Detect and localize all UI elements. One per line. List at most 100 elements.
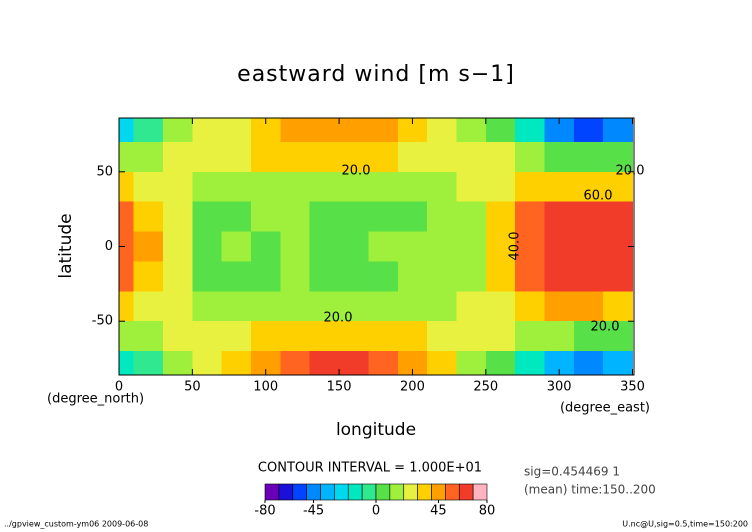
field-cell <box>573 291 604 322</box>
field-cell <box>603 261 634 292</box>
field-cell <box>544 201 575 233</box>
field-cell <box>544 261 575 292</box>
field-cell <box>309 141 340 173</box>
field-cell <box>251 321 281 352</box>
field-cell <box>603 118 634 143</box>
field-cell <box>603 141 634 173</box>
colorbar: -80 -45 0 45 80 <box>254 483 496 519</box>
field-cell <box>192 141 223 173</box>
field-cell <box>192 351 223 375</box>
field-cell <box>192 201 223 233</box>
field-cell <box>251 171 281 203</box>
colorbar-swatch <box>389 483 405 501</box>
field-cell <box>251 141 281 173</box>
field-cell <box>515 171 545 203</box>
chart-title: eastward wind [m s−1] <box>237 62 515 87</box>
field-cell <box>309 321 340 352</box>
field-cell <box>485 261 516 292</box>
field-cell <box>192 291 223 322</box>
field-cell <box>397 171 428 203</box>
field-cell <box>163 201 193 233</box>
field-cell <box>119 141 135 173</box>
field-cell <box>485 321 516 352</box>
field-cell <box>515 141 545 173</box>
field-cell <box>163 291 193 322</box>
field-cell <box>515 291 545 322</box>
colorbar-tick-label: 80 <box>479 504 496 519</box>
x-tick-label: 0 <box>115 380 123 395</box>
field-cell <box>573 171 604 203</box>
field-cell <box>515 321 545 352</box>
field-cell <box>309 201 340 233</box>
field-cell <box>368 321 399 352</box>
field-cell <box>280 321 311 352</box>
contour-label: 20.0 <box>591 320 620 335</box>
colorbar-swatch <box>264 483 280 501</box>
colorbar-swatch <box>375 483 391 501</box>
colorbar-swatch <box>417 483 432 501</box>
field-cell <box>133 141 164 173</box>
y-tick-label: -50 <box>92 314 113 329</box>
field-cell <box>456 231 487 262</box>
field-cell <box>192 171 223 203</box>
field-cell <box>603 351 634 375</box>
y-tick-label: 0 <box>105 239 113 254</box>
field-cell <box>485 118 516 143</box>
contour-label: 40.0 <box>508 232 523 261</box>
field-cell <box>309 351 340 375</box>
field-cell <box>221 291 252 322</box>
info-line: (mean) time:150..200 <box>524 483 656 497</box>
field-cell <box>544 231 575 262</box>
colorbar-swatch <box>347 483 363 501</box>
field-cell <box>221 231 252 262</box>
field-cell <box>119 291 135 322</box>
field-cell <box>339 171 369 203</box>
field-cell <box>119 118 135 143</box>
field-cell <box>368 291 399 322</box>
colorbar-tick-label: -45 <box>303 504 324 519</box>
x-tick-label: 100 <box>253 380 278 395</box>
field-cell <box>280 351 311 375</box>
field-cell <box>368 261 399 292</box>
field-cell <box>163 141 193 173</box>
x-axis-label: longitude <box>336 420 416 440</box>
field-cell <box>515 118 545 143</box>
field-cell <box>573 141 604 173</box>
field-cell <box>133 321 164 352</box>
field-cell <box>251 291 281 322</box>
field-cell <box>427 261 457 292</box>
colorbar-tick-label: 0 <box>372 504 380 519</box>
field-cell <box>427 118 457 143</box>
field-cell <box>427 171 457 203</box>
field-cell <box>427 231 457 262</box>
field-cell <box>133 231 164 262</box>
field-cell <box>339 141 369 173</box>
field-cell <box>456 141 487 173</box>
field-cell <box>119 231 135 262</box>
field-cell <box>339 118 369 143</box>
x-tick-label: 200 <box>400 380 425 395</box>
field-cell <box>573 261 604 292</box>
field-cell <box>397 321 428 352</box>
field-cell <box>544 141 575 173</box>
field-cell <box>119 321 135 352</box>
field-cell <box>515 351 545 375</box>
field-cell <box>456 291 487 322</box>
field-cell <box>515 261 545 292</box>
colorbar-tick-label: -80 <box>254 504 275 519</box>
field-cell <box>280 231 311 262</box>
field-cell <box>192 231 223 262</box>
field-cell <box>192 118 223 143</box>
field-cell <box>368 171 399 203</box>
field-cell <box>192 321 223 352</box>
footer-left: ../gpview_custom-ym06 2009-06-08 <box>4 520 148 529</box>
field-cell <box>309 231 340 262</box>
y-tick-label: 50 <box>96 164 113 179</box>
field-cell <box>427 291 457 322</box>
colorbar-swatch <box>403 483 418 501</box>
x-tick-label: 250 <box>473 380 498 395</box>
field-cell <box>397 118 428 143</box>
contour-label: 20.0 <box>324 311 353 326</box>
field-cell <box>603 201 634 233</box>
field-cell <box>339 261 369 292</box>
